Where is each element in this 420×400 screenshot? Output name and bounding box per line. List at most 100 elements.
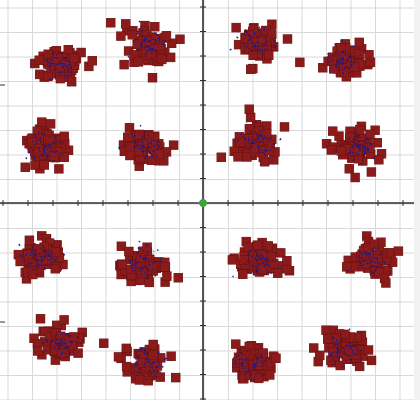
cluster-point [59,152,62,156]
cluster-point [356,146,359,149]
cluster-point [341,51,345,54]
cluster-point [356,153,359,157]
cluster-point [161,365,164,368]
cluster-point [342,61,345,65]
cluster-point [263,42,267,46]
cluster-square [28,269,38,280]
cluster-point [29,262,32,265]
cluster-square [354,361,365,372]
cluster-point [18,243,21,247]
cluster-point [51,252,53,255]
cluster-point [60,341,63,344]
cluster-point [250,366,253,368]
cluster-square [328,126,338,136]
cluster-point [238,362,241,364]
cluster-point [137,261,140,264]
cluster-point [349,59,353,63]
cluster-square [127,30,138,40]
cluster-square [43,49,53,59]
cluster-point [49,62,52,65]
cluster-point [269,272,273,275]
cluster-point [67,70,70,73]
cluster-point [55,54,58,57]
cluster-point [150,47,153,50]
cluster-point [372,249,375,252]
cluster-r3c2 [115,240,184,288]
cluster-point [259,48,262,51]
cluster-point [374,269,377,272]
cluster-point [348,328,351,330]
cluster-point [62,253,66,257]
cluster-point [258,26,261,29]
cluster-point [147,251,150,254]
cluster-point [334,344,337,347]
cluster-point [335,65,338,69]
cluster-point [256,357,259,361]
cluster-point [352,139,356,142]
cluster-point [266,263,268,265]
cluster-point [357,139,360,143]
cluster-point [151,267,154,270]
cluster-square [233,152,243,162]
cluster-point [356,134,358,136]
cluster-point [245,358,248,361]
cluster-point [61,351,64,354]
cluster-point [144,156,147,159]
cluster-square [282,264,292,274]
cluster-point [338,61,341,64]
cluster-point [351,350,354,352]
cluster-point [254,154,257,157]
cluster-square [231,339,241,349]
cluster-square [142,242,152,252]
cluster-point [158,141,161,144]
cluster-square [136,268,147,278]
cluster-square [350,172,360,183]
cluster-point [146,45,148,47]
cluster-point [329,69,332,72]
cluster-point [60,331,63,334]
cluster-point [132,269,135,272]
cluster-square [134,129,145,140]
cluster-square [166,351,176,361]
cluster-r1c4 [295,37,376,82]
cluster-point [34,253,38,257]
cluster-point [348,152,351,155]
cluster-point [134,362,137,365]
cluster-point [265,148,268,151]
cluster-point [145,266,148,269]
cluster-point [45,152,48,155]
cluster-point [153,369,156,373]
cluster-square [59,152,69,163]
cluster-point [41,258,44,261]
cluster-square [366,167,377,177]
cluster-point [148,369,151,372]
cluster-point [368,261,371,264]
cluster-point [166,152,169,155]
cluster-point [58,70,61,74]
cluster-point [254,32,257,35]
cluster-point [378,261,380,264]
cluster-point [51,58,54,62]
cluster-point [44,67,47,70]
cluster-point [337,64,341,67]
cluster-square [336,146,346,156]
cluster-square [170,372,181,383]
cluster-square [354,49,364,59]
cluster-point [371,271,375,275]
cluster-square [227,255,238,265]
cluster-point [33,134,37,138]
cluster-square [148,339,158,350]
cluster-square [269,155,279,165]
cluster-square [50,247,61,257]
cluster-point [272,143,275,146]
cluster-square [145,50,156,60]
cluster-point [49,250,52,253]
cluster-point [257,147,260,150]
cluster-point [251,264,255,268]
cluster-point [148,151,151,154]
cluster-point [369,143,373,146]
cluster-point [229,48,232,51]
cluster-point [343,67,346,70]
cluster-point [54,151,56,154]
